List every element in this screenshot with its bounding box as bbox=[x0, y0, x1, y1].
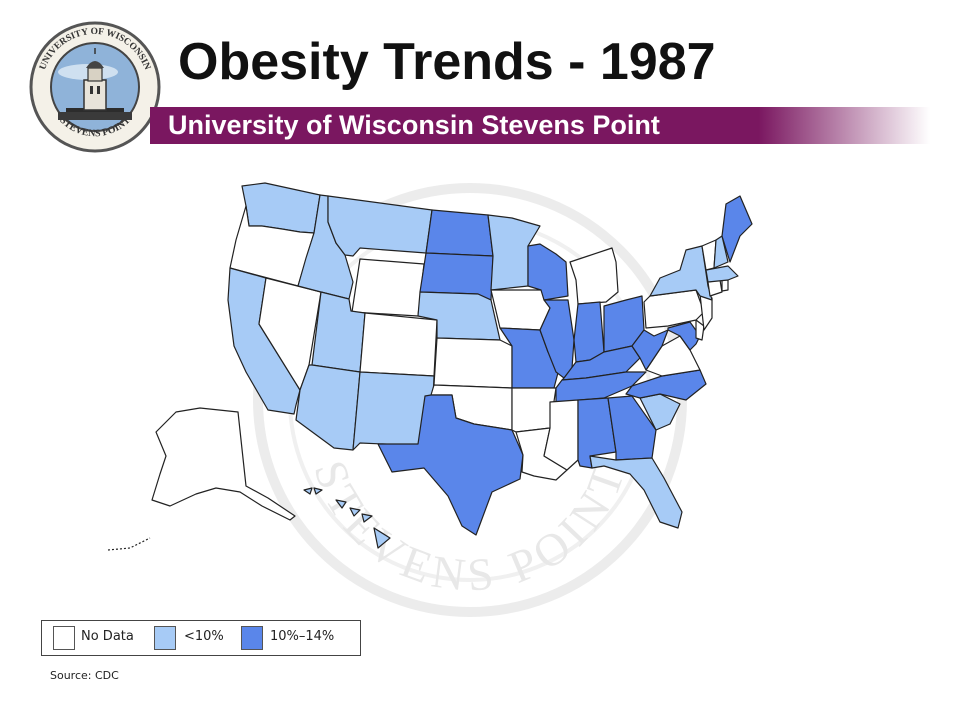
state-AK bbox=[151, 407, 296, 521]
state-AZ bbox=[295, 364, 361, 451]
page-title: Obesity Trends - 1987 bbox=[178, 33, 716, 91]
state-IL bbox=[539, 299, 575, 379]
state-KS bbox=[433, 337, 513, 389]
legend-label-10-14: 10%–14% bbox=[270, 629, 335, 644]
state-WY bbox=[351, 258, 425, 317]
state-MD bbox=[667, 321, 701, 351]
state-IA bbox=[490, 289, 551, 331]
legend-swatch-under-10 bbox=[154, 626, 176, 650]
state-NH bbox=[713, 235, 729, 269]
university-subtitle: University of Wisconsin Stevens Point bbox=[168, 110, 660, 140]
state-ND bbox=[425, 209, 494, 257]
state-NY bbox=[649, 245, 713, 301]
legend-label-no-data: No Data bbox=[81, 629, 134, 644]
state-MA bbox=[705, 265, 739, 283]
state-KY bbox=[561, 345, 641, 381]
source-note: Source: CDC bbox=[50, 669, 119, 682]
state-IN bbox=[573, 301, 605, 363]
state-CO bbox=[359, 312, 438, 377]
state-WV bbox=[631, 329, 669, 371]
state-OR bbox=[229, 205, 315, 287]
state-CT bbox=[707, 279, 723, 297]
state-DE bbox=[695, 319, 705, 341]
state-AK-islands bbox=[107, 537, 151, 551]
legend-swatch-no-data bbox=[53, 626, 75, 650]
state-WI bbox=[527, 243, 569, 301]
map-legend: No Data <10% 10%–14% bbox=[41, 620, 361, 656]
state-TX bbox=[377, 394, 524, 536]
state-MT bbox=[327, 195, 433, 257]
legend-label-under-10: <10% bbox=[184, 629, 224, 644]
legend-swatch-10-14 bbox=[241, 626, 263, 650]
state-HI bbox=[303, 487, 391, 549]
state-MI bbox=[569, 247, 619, 305]
state-RI bbox=[721, 279, 729, 292]
state-ME bbox=[721, 195, 753, 263]
title-banner bbox=[150, 107, 930, 144]
state-FL bbox=[589, 455, 683, 529]
university-seal-logo: UNIVERSITY OF WISCONSIN STEVENS POINT bbox=[29, 21, 161, 153]
